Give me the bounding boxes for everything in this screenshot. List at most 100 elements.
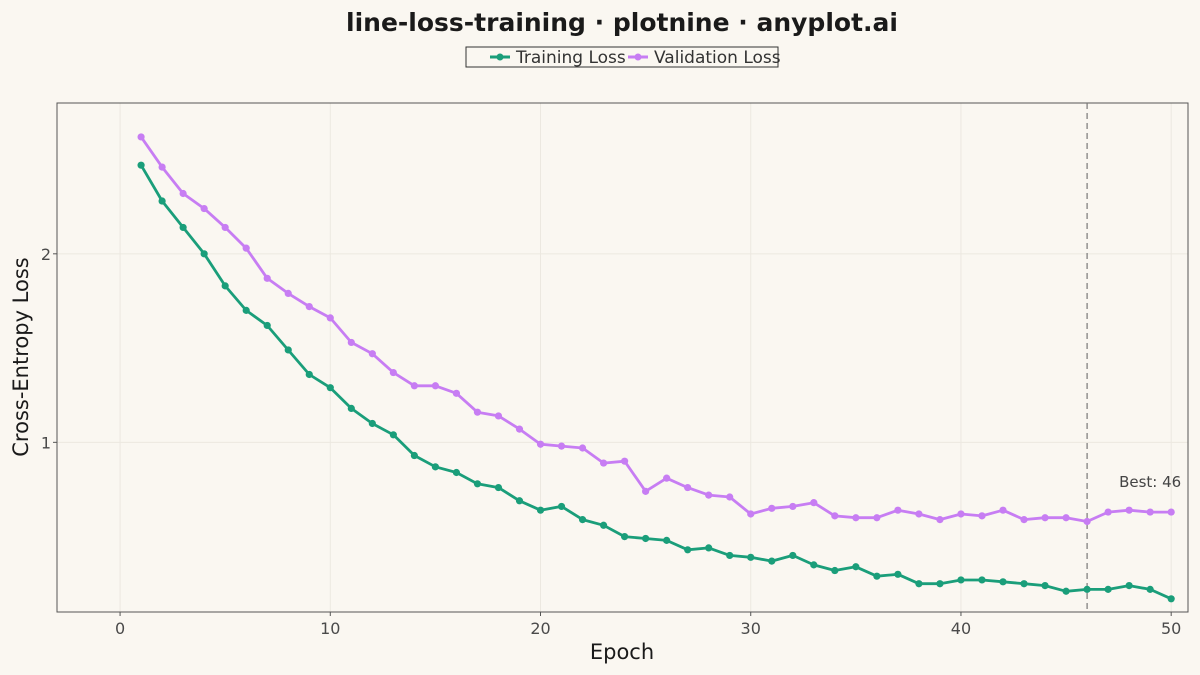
data-point xyxy=(221,282,229,290)
data-point xyxy=(557,502,566,511)
data-point xyxy=(347,404,355,412)
data-point xyxy=(768,504,776,512)
legend-marker-training xyxy=(496,53,504,61)
data-point xyxy=(684,546,692,554)
data-point xyxy=(894,506,902,514)
data-point xyxy=(936,516,944,524)
legend-label-validation: Validation Loss xyxy=(654,48,781,68)
data-point xyxy=(978,576,986,584)
data-point xyxy=(621,532,629,541)
data-point xyxy=(747,553,755,561)
data-point xyxy=(810,561,818,569)
data-point xyxy=(852,563,860,571)
plot-panel-border xyxy=(56,102,1189,613)
data-point xyxy=(431,382,440,390)
data-point xyxy=(852,514,860,522)
series-layer xyxy=(137,133,1175,603)
legend-item-training[interactable]: Training Loss xyxy=(490,48,626,68)
data-point xyxy=(894,570,902,578)
data-point xyxy=(263,274,271,282)
data-point xyxy=(1104,585,1112,593)
data-point xyxy=(200,204,208,213)
data-point xyxy=(242,244,250,252)
data-point xyxy=(957,510,965,518)
data-point xyxy=(242,306,250,314)
data-point xyxy=(1167,595,1175,603)
data-point xyxy=(536,506,545,514)
data-point xyxy=(431,463,440,471)
x-tick-label: 50 xyxy=(1161,619,1181,638)
data-point xyxy=(663,474,671,482)
data-point xyxy=(326,314,334,322)
data-point xyxy=(158,197,166,205)
data-point xyxy=(873,572,881,580)
data-point xyxy=(221,223,229,232)
legend-item-validation[interactable]: Validation Loss xyxy=(628,48,781,68)
x-tick-label: 40 xyxy=(951,619,971,638)
data-point xyxy=(642,487,650,495)
y-axis-ticks: 12 xyxy=(41,245,57,452)
data-point xyxy=(410,451,418,460)
data-point xyxy=(368,350,376,358)
data-point xyxy=(305,370,313,379)
data-point xyxy=(1146,585,1154,593)
data-point xyxy=(1062,514,1070,522)
data-point xyxy=(1062,587,1070,595)
data-point xyxy=(1083,517,1091,526)
series-validation xyxy=(137,133,1175,526)
data-point xyxy=(389,431,397,439)
x-tick-label: 20 xyxy=(530,619,550,638)
data-point xyxy=(915,580,923,588)
x-tick-label: 0 xyxy=(115,619,125,638)
series-line xyxy=(139,164,1172,601)
data-point xyxy=(1146,508,1154,516)
data-point xyxy=(915,510,923,518)
data-point xyxy=(137,161,145,169)
data-point xyxy=(1041,582,1049,590)
y-axis-title: Cross-Entropy Loss xyxy=(9,257,33,456)
data-point xyxy=(684,483,692,492)
x-axis-ticks: 0 10 20 30 40 50 xyxy=(115,612,1181,638)
data-point xyxy=(179,223,187,232)
data-point xyxy=(726,551,734,560)
data-point xyxy=(578,516,587,524)
data-point xyxy=(789,551,797,560)
data-point xyxy=(768,557,776,565)
data-point xyxy=(452,389,461,397)
data-point xyxy=(473,408,482,416)
data-point xyxy=(305,303,313,311)
data-point xyxy=(1167,508,1175,516)
y-tick-label: 1 xyxy=(41,433,51,452)
data-point xyxy=(389,368,397,377)
data-point xyxy=(347,338,355,347)
series-line xyxy=(139,136,1172,523)
data-point xyxy=(789,502,797,511)
data-point xyxy=(368,419,376,428)
data-point xyxy=(726,493,734,501)
data-point xyxy=(957,576,965,584)
data-point xyxy=(410,382,418,390)
series-training xyxy=(137,161,1175,603)
grid xyxy=(57,103,1188,612)
legend-box xyxy=(465,46,779,68)
data-point xyxy=(810,499,818,507)
data-point xyxy=(831,566,839,575)
data-point xyxy=(705,491,713,499)
data-point xyxy=(179,189,187,198)
data-point xyxy=(936,580,944,588)
data-point xyxy=(284,289,292,298)
data-point xyxy=(873,514,881,522)
annotations: Best: 46 xyxy=(1086,103,1181,612)
legend: Training Loss Validation Loss xyxy=(465,46,781,68)
data-point xyxy=(284,346,292,354)
data-point xyxy=(263,321,271,330)
data-point xyxy=(621,457,629,465)
x-axis-title: Epoch xyxy=(590,640,654,664)
data-point xyxy=(599,459,608,467)
x-tick-label: 30 xyxy=(741,619,761,638)
data-point xyxy=(494,483,503,492)
data-point xyxy=(1125,582,1133,590)
data-point xyxy=(1041,514,1049,522)
data-point xyxy=(536,440,545,448)
